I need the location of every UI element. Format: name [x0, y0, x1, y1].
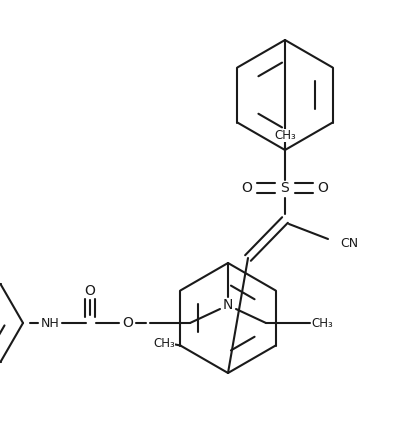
Text: CN: CN — [340, 236, 358, 250]
Text: O: O — [85, 284, 95, 298]
Text: O: O — [123, 316, 134, 330]
Text: CH₃: CH₃ — [311, 316, 333, 330]
Text: S: S — [281, 181, 289, 195]
Text: NH: NH — [41, 316, 59, 330]
Text: O: O — [242, 181, 253, 195]
Text: CH₃: CH₃ — [274, 129, 296, 142]
Text: N: N — [223, 298, 233, 312]
Text: O: O — [318, 181, 329, 195]
Text: CH₃: CH₃ — [154, 337, 175, 350]
